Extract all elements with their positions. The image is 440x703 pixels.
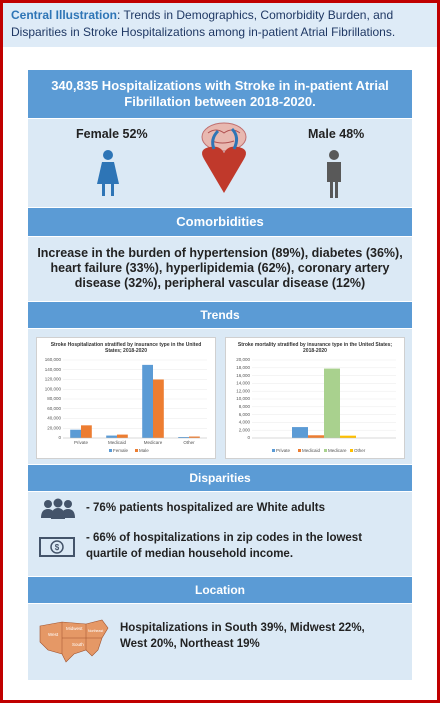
trends-title: Trends [28,301,412,328]
y-tick-label: 20,000 [47,425,61,430]
legend-swatch [350,448,353,452]
map-label: South [72,642,84,647]
x-tick-label: Private [74,440,89,445]
comorbidities-text: Increase in the burden of hypertension (… [28,236,412,301]
y-tick-label: 100,000 [45,386,62,391]
x-tick-label: Medicaid [108,440,127,445]
map-label: West [48,632,59,637]
bar [117,434,128,438]
male-icon [327,149,341,198]
y-tick-label: 16,000 [236,372,250,377]
disparities-section: $ - 76% patients hospitalized are White … [28,492,412,577]
bar [340,435,356,438]
bar [81,424,92,438]
y-tick-label: 20,000 [236,357,250,362]
legend-swatch [135,448,138,452]
bar [70,429,81,438]
map-label: Northeast [88,629,103,633]
disparity-item: - 66% of hospitalizations in zip codes i… [86,532,363,561]
y-tick-label: 60,000 [47,406,61,411]
chart-title: Stroke mortality stratified by insurance… [237,341,393,354]
y-tick-label: 2,000 [239,427,251,432]
legend-swatch [298,448,301,452]
legend-label: Medicaid [302,447,321,452]
y-tick-label: 18,000 [236,365,250,370]
female-label: Female 52% [76,126,148,141]
location-section: West Midwest Northeast South Hospitaliza… [28,604,412,680]
header: Central Illustration: Trends in Demograp… [3,3,437,47]
gender-icons [97,122,341,198]
heart-brain-icon [201,122,247,193]
bar [324,368,340,438]
money-icon: $ [39,537,75,558]
y-tick-label: 160,000 [45,357,62,362]
bar [308,434,324,438]
legend-label: Female [113,447,129,452]
chart: 0 2,000 4,000 6,000 8,000 10,000 12,000 14,000 1… [236,357,396,452]
y-tick-label: 10,000 [236,396,250,401]
legend-label: Other [354,447,366,452]
y-tick-label: 0 [247,435,250,440]
legend-label: Private [276,447,291,452]
chart: 0 20,000 40,000 60,000 80,000 100,000 120,000 1… [45,357,207,452]
disparities-title: Disparities [28,465,412,492]
legend-label: Male [139,447,149,452]
female-icon [97,149,119,196]
bar [189,436,200,438]
chart-title: Stroke Hospitalization stratified by ins… [50,341,202,354]
x-tick-label: Medicare [144,440,163,445]
summary-title: 340,835 Hospitalizations with Stroke in … [28,70,412,118]
chart-box: Stroke Hospitalization stratified by ins… [36,336,216,459]
location-text: Hospitalizations in South 39%, Midwest 2… [120,622,365,651]
map-label: Midwest [66,626,83,631]
legend-label: Medicare [328,447,347,452]
trends-section: Stroke Hospitalization stratified by ins… [28,328,412,465]
x-tick-label: Other [183,440,195,445]
bar [142,364,153,438]
bar [153,379,164,438]
svg-text:$: $ [55,543,60,552]
y-tick-label: 12,000 [236,388,250,393]
male-label: Male 48% [308,126,365,141]
header-title: : Trends in Demographics, Comorbidity Bu… [11,8,396,39]
y-tick-label: 8,000 [239,404,251,409]
y-tick-label: 120,000 [45,376,62,381]
y-tick-label: 4,000 [239,419,251,424]
comorbidities-title: Comorbidities [28,207,412,236]
gender-section: Female 52% Male 48% [28,118,412,207]
disparity-item: - 76% patients hospitalized are White ad… [86,502,325,515]
bar [292,426,308,438]
chart-box: Stroke mortality stratified by insurance… [225,336,405,459]
header-label: Central Illustration [11,8,118,22]
y-tick-label: 6,000 [239,411,251,416]
y-tick-label: 80,000 [47,396,61,401]
panel: 340,835 Hospitalizations with Stroke in … [28,70,412,680]
y-tick-label: 40,000 [47,415,61,420]
legend-swatch [324,448,327,452]
y-tick-label: 0 [58,435,61,440]
y-tick-label: 14,000 [236,380,250,385]
bar [106,435,117,438]
legend-swatch [272,448,275,452]
people-icon [41,498,75,520]
us-map: West Midwest Northeast South [39,619,109,663]
legend-swatch [109,448,112,452]
disparity-icons: $ [39,498,75,558]
bar [178,436,189,438]
y-tick-label: 140,000 [45,367,62,372]
location-title: Location [28,577,412,604]
